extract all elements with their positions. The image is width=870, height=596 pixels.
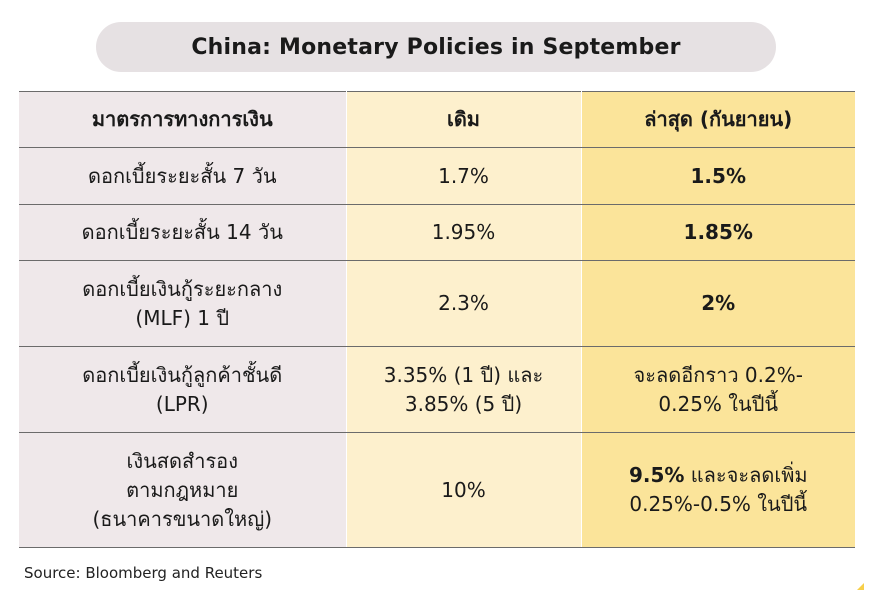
header-previous: เดิม: [346, 91, 582, 148]
policy-table: มาตรการทางการเงิน เดิม ล่าสุด (กันยายน) …: [19, 91, 855, 548]
page-title: China: Monetary Policies in September: [96, 22, 776, 72]
cell-measure: ดอกเบี้ยเงินกู้ระยะกลาง (MLF) 1 ปี: [19, 260, 347, 347]
cell-latest-line: 0.25% ในปีนี้: [658, 391, 779, 416]
cell-latest: 2%: [581, 260, 855, 347]
cell-latest-rest: และจะลดเพิ่ม: [684, 463, 808, 487]
cell-latest-bold: 9.5%: [628, 463, 685, 487]
cell-measure: ดอกเบี้ยระยะสั้น 14 วัน: [19, 204, 347, 261]
table-header-row: มาตรการทางการเงิน เดิม ล่าสุด (กันยายน): [19, 91, 855, 148]
cell-measure-line: (MLF) 1 ปี: [135, 305, 230, 330]
table-row: เงินสดสำรอง ตามกฎหมาย (ธนาคารขนาดใหญ่) 1…: [19, 432, 855, 548]
cell-latest: 1.85%: [581, 204, 855, 261]
source-note: Source: Bloomberg and Reuters: [24, 564, 263, 582]
cell-latest-line: 0.25%-0.5% ในปีนี้: [629, 492, 808, 516]
cell-latest: 9.5% และจะลดเพิ่ม 0.25%-0.5% ในปีนี้: [581, 432, 855, 548]
cell-measure: เงินสดสำรอง ตามกฎหมาย (ธนาคารขนาดใหญ่): [19, 432, 347, 548]
cell-measure-line: ตามกฎหมาย: [126, 477, 239, 502]
cell-previous-line: 3.35% (1 ปี) และ: [383, 362, 544, 387]
cell-previous: 3.35% (1 ปี) และ 3.85% (5 ปี): [346, 346, 582, 433]
table-row: ดอกเบี้ยระยะสั้น 7 วัน 1.7% 1.5%: [19, 147, 855, 205]
cell-latest: จะลดอีกราว 0.2%- 0.25% ในปีนี้: [581, 346, 855, 433]
cell-latest: 1.5%: [581, 147, 855, 205]
cell-previous: 1.95%: [346, 204, 582, 261]
cell-measure-line: (ธนาคารขนาดใหญ่): [92, 506, 273, 531]
cell-measure-line: ดอกเบี้ยเงินกู้ระยะกลาง: [82, 276, 283, 301]
table-row: ดอกเบี้ยเงินกู้ลูกค้าชั้นดี (LPR) 3.35% …: [19, 346, 855, 433]
cell-measure: ดอกเบี้ยเงินกู้ลูกค้าชั้นดี (LPR): [19, 346, 347, 433]
cell-latest-line: 9.5% และจะลดเพิ่ม: [590, 461, 848, 490]
cell-previous-line: 3.85% (5 ปี): [404, 391, 523, 416]
table-row: ดอกเบี้ยเงินกู้ระยะกลาง (MLF) 1 ปี 2.3% …: [19, 260, 855, 347]
cell-measure-line: ดอกเบี้ยเงินกู้ลูกค้าชั้นดี: [82, 362, 283, 387]
cell-measure-line: เงินสดสำรอง: [126, 448, 238, 473]
header-latest: ล่าสุด (กันยายน): [581, 91, 855, 148]
cell-previous: 10%: [346, 432, 582, 548]
page-title-text: China: Monetary Policies in September: [191, 34, 681, 60]
cell-previous: 2.3%: [346, 260, 582, 347]
cell-measure-line: (LPR): [155, 391, 209, 416]
cell-measure: ดอกเบี้ยระยะสั้น 7 วัน: [19, 147, 347, 205]
corner-decoration: [857, 583, 864, 590]
table-row: ดอกเบี้ยระยะสั้น 14 วัน 1.95% 1.85%: [19, 204, 855, 261]
cell-previous: 1.7%: [346, 147, 582, 205]
cell-latest-line: จะลดอีกราว 0.2%-: [633, 362, 803, 387]
header-measure: มาตรการทางการเงิน: [19, 91, 347, 148]
